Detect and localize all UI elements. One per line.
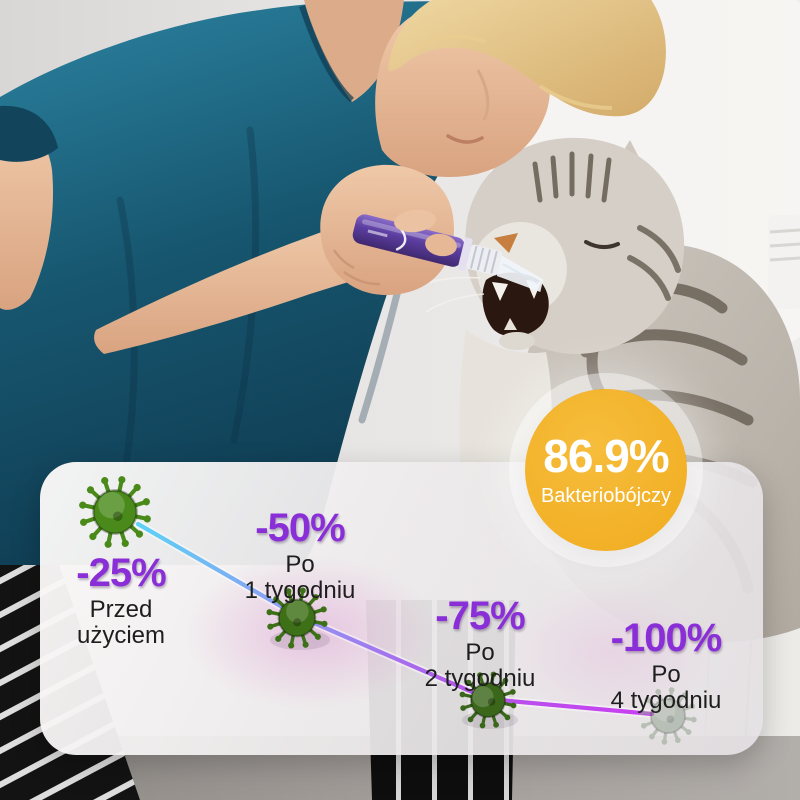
person-head [375, 0, 666, 177]
badge-percentage: 86.9% [543, 429, 669, 482]
stat-point-week-2: -75% Po 2 tygodniu [425, 596, 536, 692]
percent-value: -25% [76, 551, 166, 595]
stat-point-before-use: -25% Przed użyciem [76, 551, 166, 649]
person-forearm [94, 220, 374, 354]
percent-value: -75% [435, 594, 525, 638]
period-label: Po 4 tygodniu [610, 661, 722, 714]
person-thumb [394, 209, 436, 233]
stat-point-week-4: -100% Po 4 tygodniu [610, 616, 723, 714]
period-label: Przed użyciem [76, 596, 166, 649]
percent-value: -100% [610, 616, 723, 660]
person-hair [388, 0, 666, 117]
percent-value: -50% [255, 506, 345, 550]
person-illustration [0, 0, 666, 565]
efficacy-badge: 86.9% Bakteriobójczy [525, 389, 687, 551]
cat-eye-right [584, 240, 620, 249]
stat-point-week-1: -50% Po 1 tygodniu [245, 508, 356, 604]
person-left-arm [0, 118, 54, 310]
cat-nose [494, 233, 518, 253]
person-finger [425, 233, 457, 257]
radiator [768, 215, 800, 309]
period-label: Po 2 tygodniu [424, 639, 536, 692]
period-label: Po 1 tygodniu [244, 551, 356, 604]
person-chest [304, 0, 404, 102]
badge-caption: Bakteriobójczy [540, 484, 672, 507]
